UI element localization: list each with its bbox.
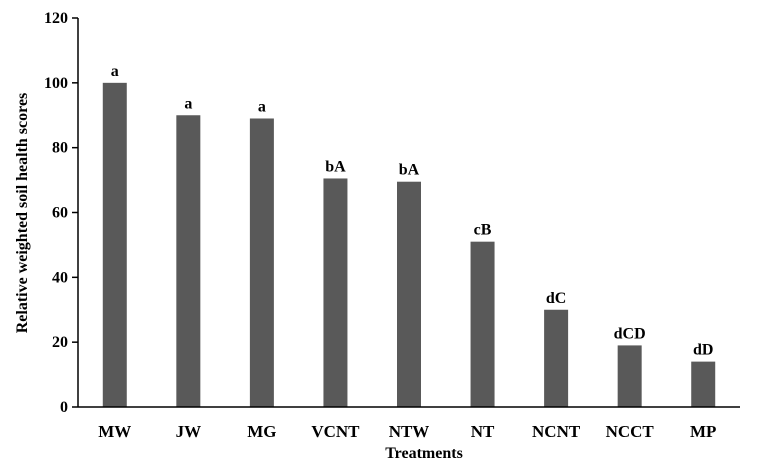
x-category-label: MG: [247, 422, 276, 441]
bar-ncct: [617, 345, 642, 407]
bar-vcnt: [323, 178, 348, 407]
data-label-ncct: dCD: [614, 325, 646, 342]
y-axis-title: Relative weighted soil health scores: [14, 93, 31, 334]
bar-nt: [470, 241, 495, 407]
x-category-label: NCNT: [532, 422, 581, 441]
x-category-label: NTW: [389, 422, 430, 441]
bars-group: a a a bA bA cB dC dCD dD: [102, 63, 716, 407]
x-axis-title: Treatments: [385, 445, 463, 462]
x-category-label: MW: [98, 422, 131, 441]
x-category-label: NCCT: [606, 422, 655, 441]
bar-mw: [102, 82, 127, 407]
data-label-mp: dD: [693, 342, 713, 359]
data-label-mw: a: [111, 63, 119, 80]
bar-mg: [249, 118, 274, 407]
y-ticks-group: 0 20 40 60 80 100 120: [44, 10, 78, 416]
x-category-label: NT: [471, 422, 495, 441]
bar-ncnt: [544, 309, 569, 407]
data-label-nt: cB: [474, 222, 492, 239]
x-category-label: JW: [176, 422, 202, 441]
data-label-ntw: bA: [399, 162, 420, 179]
data-label-jw: a: [184, 95, 192, 112]
bar-ntw: [397, 181, 421, 407]
y-tick-label: 120: [44, 10, 68, 27]
y-tick-label: 60: [52, 205, 68, 222]
y-tick-label: 0: [60, 399, 68, 416]
data-label-ncnt: dC: [546, 290, 566, 307]
data-label-mg: a: [258, 98, 266, 115]
y-tick-label: 100: [44, 75, 68, 92]
bar-jw: [176, 115, 201, 407]
x-category-label: VCNT: [311, 422, 360, 441]
data-label-vcnt: bA: [325, 158, 346, 175]
bar-mp: [691, 361, 716, 407]
x-categories-group: MW JW MG VCNT NTW NT NCNT NCCT MP: [98, 422, 716, 441]
y-tick-label: 40: [52, 269, 68, 286]
x-category-label: MP: [690, 422, 716, 441]
y-tick-label: 80: [52, 140, 68, 157]
y-tick-label: 20: [52, 334, 68, 351]
